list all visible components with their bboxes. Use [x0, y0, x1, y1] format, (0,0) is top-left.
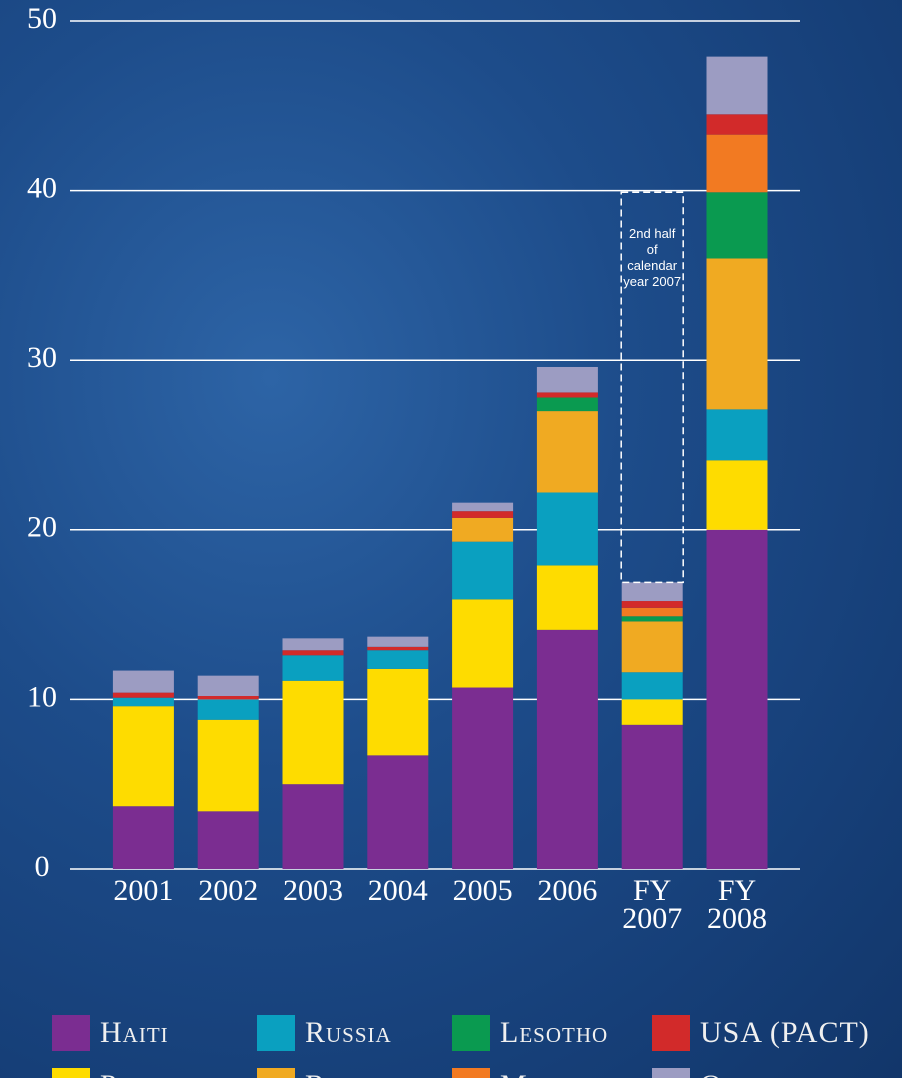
bar-segment	[282, 655, 344, 681]
legend-swatch	[257, 1068, 295, 1078]
legend-swatch	[52, 1068, 90, 1078]
bar-segment	[621, 621, 683, 673]
bar-segment	[367, 668, 429, 756]
bar-segment	[197, 699, 259, 720]
bar-segment	[452, 541, 514, 600]
annotation-box	[620, 191, 684, 584]
bar-segment	[706, 258, 768, 410]
bar-segment	[452, 502, 514, 512]
legend-label: Rwanda	[305, 1069, 409, 1078]
bar-segment	[706, 134, 768, 193]
bar-segment	[197, 696, 259, 700]
bar-segment	[536, 366, 598, 393]
bar-segment	[197, 719, 259, 812]
bar-segment	[536, 397, 598, 412]
bar-segment	[536, 392, 598, 398]
bar-segment	[112, 697, 174, 707]
bar-segment	[706, 409, 768, 461]
bar-segment	[706, 460, 768, 530]
y-tick-label: 10	[27, 680, 57, 713]
bar-segment	[452, 599, 514, 688]
bar-segment	[621, 601, 683, 608]
legend-swatch	[52, 1015, 90, 1051]
y-tick-label: 40	[27, 171, 57, 204]
bar-segment	[282, 680, 344, 785]
bar-segment	[112, 692, 174, 698]
x-tick-label: 2004	[367, 874, 428, 907]
x-tick-label: FY 2008	[707, 874, 767, 935]
y-tick-label: 30	[27, 341, 57, 374]
bar-segment	[706, 114, 768, 135]
x-tick-label: 2003	[283, 874, 343, 907]
bar-segment	[452, 517, 514, 542]
x-tick-label: 2001	[113, 874, 174, 907]
legend-swatch	[452, 1015, 490, 1051]
bar-segment	[621, 699, 683, 725]
legend-label: Lesotho	[500, 1016, 609, 1049]
bar-segment	[536, 629, 598, 869]
y-tick-label: 0	[35, 850, 50, 883]
bar-segment	[621, 607, 683, 617]
bar-segment	[452, 511, 514, 518]
bar-segment	[367, 646, 429, 651]
bar-segment	[112, 670, 174, 693]
bar-segment	[536, 565, 598, 630]
bar-segment	[706, 192, 768, 259]
legend-label: Other	[700, 1069, 782, 1078]
bar-segment	[621, 672, 683, 700]
bar-segment	[367, 636, 429, 647]
legend-swatch	[652, 1068, 690, 1078]
legend-label: Haiti	[100, 1016, 169, 1049]
bar-segment	[197, 675, 259, 697]
bar-segment	[536, 411, 598, 493]
bar-segment	[706, 56, 768, 115]
bar-segment	[621, 616, 683, 622]
bar-segment	[367, 650, 429, 669]
bar-segment	[367, 755, 429, 869]
legend-swatch	[452, 1068, 490, 1078]
legend-swatch	[257, 1015, 295, 1051]
bar-segment	[112, 806, 174, 869]
bar-segment	[282, 784, 344, 869]
bar-segment	[197, 811, 259, 869]
bar-segment	[112, 706, 174, 807]
bar-segment	[706, 529, 768, 869]
legend-swatch	[652, 1015, 690, 1051]
y-tick-label: 50	[27, 2, 57, 35]
legend-label: Malawi	[500, 1069, 601, 1078]
x-tick-label: 2006	[537, 874, 598, 907]
bar-segment	[621, 582, 683, 602]
legend-label: USA (PACT)	[700, 1016, 870, 1049]
y-tick-label: 20	[27, 511, 57, 544]
bar-segment	[452, 687, 514, 869]
x-tick-label: FY 2007	[622, 874, 683, 935]
bar-segment	[282, 650, 344, 656]
bar-segment	[282, 638, 344, 651]
bar-segment	[536, 492, 598, 566]
annotation-text: 2nd half of calendar year 2007	[623, 226, 682, 290]
x-tick-label: 2005	[452, 874, 513, 907]
legend-label: Russia	[305, 1016, 392, 1049]
legend-label: Peru	[100, 1069, 163, 1078]
bar-segment	[621, 724, 683, 869]
x-tick-label: 2002	[198, 874, 259, 907]
